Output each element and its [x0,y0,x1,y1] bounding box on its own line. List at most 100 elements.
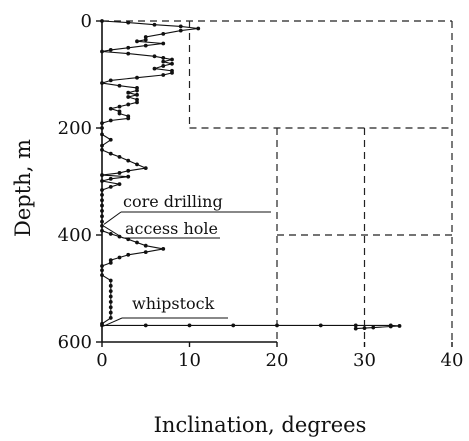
data-point [388,324,393,329]
data-point [143,166,148,171]
data-point [100,203,104,208]
data-series [100,19,402,331]
data-point [117,154,122,159]
annotation-leader [103,225,124,239]
annotation-leader [103,211,122,225]
data-point [100,19,104,23]
data-point [143,243,148,248]
data-point [100,188,104,192]
data-point [143,323,148,328]
data-point [100,268,104,273]
data-point [117,182,122,187]
data-point [161,64,166,68]
data-point [117,104,122,109]
data-point [170,57,174,62]
data-point [100,143,104,148]
data-point [161,73,166,77]
data-point [117,171,122,175]
data-point [100,148,104,152]
data-point [100,224,104,228]
data-point [100,81,104,85]
data-point [187,323,192,328]
data-point [275,323,279,328]
data-point [126,95,131,99]
data-point [143,37,148,42]
data-point [126,45,131,50]
data-point [108,260,113,265]
x-tick-label: 0 [96,350,107,371]
data-point [126,252,131,257]
x-tick-label: 40 [441,350,464,371]
data-point [100,264,104,268]
data-point [100,323,104,328]
data-point [161,31,166,36]
annotation-access-hole: access hole [125,219,218,238]
data-point [108,310,113,315]
data-point [170,61,174,66]
data-point [108,78,113,83]
data-point [170,70,174,75]
data-point [100,121,104,126]
data-point [353,323,358,328]
data-point [178,24,183,29]
series-line [101,20,400,330]
data-point [152,66,157,71]
data-point [108,299,113,304]
data-point [100,192,104,197]
x-tick-label: 30 [353,350,376,371]
y-tick-label: 0 [81,11,92,32]
data-point [117,83,122,88]
data-point [152,22,157,27]
data-point [126,174,131,179]
data-point [117,111,122,116]
grid-lines [102,20,453,342]
data-point [178,28,183,33]
data-point [100,173,104,177]
data-point [135,92,139,97]
y-axis-title: Depth, m [11,139,35,237]
data-point [117,255,122,260]
data-point [135,85,139,90]
data-point [126,102,131,107]
data-point [135,75,139,80]
data-point [100,49,104,54]
data-point [135,162,139,167]
data-point [100,179,104,183]
annotations: core drilling access hole whipstock [103,192,271,327]
data-point [108,305,113,310]
data-point [108,118,113,123]
data-point [126,158,131,163]
data-point [100,198,104,203]
x-tick-label: 10 [178,350,201,371]
data-point [397,324,402,328]
data-point [100,132,104,137]
annotation-whipstock: whipstock [132,294,215,313]
data-point [126,116,131,121]
data-point [108,283,113,288]
data-point [108,106,113,111]
data-point [108,294,113,299]
data-point [108,316,113,320]
data-point [126,168,131,173]
data-point [108,151,113,156]
x-axis-title: Inclination, degrees [154,413,367,437]
data-point [100,126,104,130]
data-point [371,325,376,330]
data-point [161,41,166,46]
data-point [135,39,139,44]
x-tick-label: 20 [266,350,289,371]
y-tick-labels: 0 200 400 600 [58,11,92,353]
data-point [108,137,113,142]
data-point [100,214,104,219]
data-point [135,240,139,245]
y-tick-label: 200 [58,118,92,139]
data-point [108,278,113,283]
data-point [196,26,201,31]
data-point [126,90,131,95]
annotation-leader [103,317,123,327]
data-point [143,43,148,48]
y-tick-label: 400 [58,225,92,246]
data-point [108,232,113,236]
data-point [152,54,157,59]
